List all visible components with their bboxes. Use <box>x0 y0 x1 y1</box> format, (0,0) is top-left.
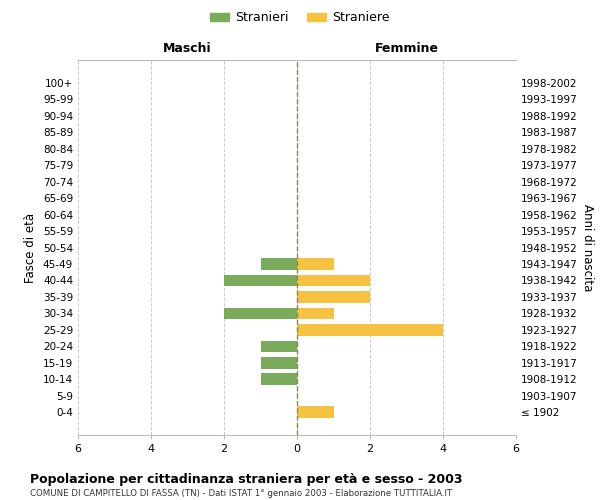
Legend: Stranieri, Straniere: Stranieri, Straniere <box>205 6 395 29</box>
Y-axis label: Fasce di età: Fasce di età <box>25 212 37 282</box>
Bar <box>297 274 370 286</box>
Bar <box>260 258 297 270</box>
Bar <box>224 308 297 319</box>
Bar <box>297 291 370 302</box>
Y-axis label: Anni di nascita: Anni di nascita <box>581 204 594 291</box>
Bar <box>260 374 297 385</box>
Bar <box>260 357 297 368</box>
Bar <box>297 308 334 319</box>
Bar <box>297 258 334 270</box>
Bar <box>297 324 443 336</box>
Bar <box>224 274 297 286</box>
Text: Popolazione per cittadinanza straniera per età e sesso - 2003: Popolazione per cittadinanza straniera p… <box>30 472 463 486</box>
Text: COMUNE DI CAMPITELLO DI FASSA (TN) - Dati ISTAT 1° gennaio 2003 - Elaborazione T: COMUNE DI CAMPITELLO DI FASSA (TN) - Dat… <box>30 489 452 498</box>
Bar <box>260 340 297 352</box>
Bar <box>297 406 334 418</box>
